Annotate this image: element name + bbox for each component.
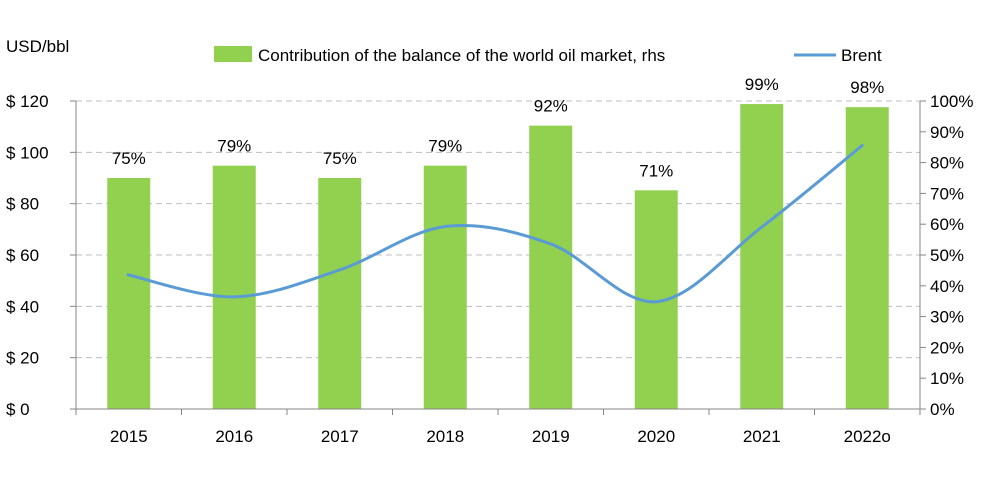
left-axis-unit-label: USD/bbl	[6, 37, 69, 56]
bar-2016	[212, 165, 256, 409]
x-tick-label: 2019	[532, 427, 570, 446]
right-tick-label: 20%	[930, 338, 964, 357]
right-tick-label: 70%	[930, 184, 964, 203]
bar-data-label: 92%	[534, 97, 568, 116]
left-tick-label: $ 120	[6, 92, 49, 111]
legend-line-label: Brent	[841, 46, 882, 65]
x-tick-label: 2020	[637, 427, 675, 446]
right-tick-label: 0%	[930, 400, 955, 419]
right-tick-label: 90%	[930, 123, 964, 142]
x-tick-label: 2022o	[844, 427, 891, 446]
left-tick-label: $ 100	[6, 143, 49, 162]
bar-data-label: 98%	[850, 78, 884, 97]
legend-bar-swatch	[214, 46, 252, 62]
bars	[107, 104, 889, 409]
right-axis-ticks: 0% 10% 20% 30% 40% 50% 60% 70% 80% 90% 100%	[920, 92, 973, 419]
x-axis-ticks: 2015 2016 2017 2018 2019 2020 2021 2022o	[75, 409, 921, 446]
right-tick-label: 30%	[930, 308, 964, 327]
bar-2015	[107, 178, 151, 409]
bar-data-label: 99%	[745, 75, 779, 94]
left-tick-label: $ 0	[6, 400, 30, 419]
bar-2018	[423, 165, 467, 409]
right-tick-label: 60%	[930, 215, 964, 234]
bar-2017	[318, 178, 362, 409]
right-tick-label: 100%	[930, 92, 973, 111]
brent-line	[126, 143, 865, 304]
x-tick-label: 2018	[426, 427, 464, 446]
bar-2022o	[845, 107, 889, 409]
x-tick-label: 2015	[110, 427, 148, 446]
x-tick-label: 2021	[743, 427, 781, 446]
brent-line-path	[126, 143, 865, 304]
right-tick-label: 40%	[930, 277, 964, 296]
x-tick-label: 2017	[321, 427, 359, 446]
left-tick-label: $ 40	[6, 297, 39, 316]
legend-bar-label: Contribution of the balance of the world…	[258, 46, 665, 65]
bar-data-label: 75%	[323, 149, 357, 168]
bar-2019	[529, 125, 573, 409]
bar-2021	[740, 104, 784, 409]
bar-data-labels: 75% 79% 75% 79% 92% 71% 99% 98%	[112, 75, 885, 180]
bar-data-label: 75%	[112, 149, 146, 168]
left-tick-label: $ 60	[6, 246, 39, 265]
bar-data-label: 79%	[428, 137, 462, 156]
legend: Contribution of the balance of the world…	[214, 46, 882, 65]
left-tick-label: $ 80	[6, 195, 39, 214]
x-tick-label: 2016	[215, 427, 253, 446]
bar-data-label: 71%	[639, 161, 673, 180]
right-tick-label: 10%	[930, 369, 964, 388]
left-axis-ticks: $ 0 $ 20 $ 40 $ 60 $ 80 $ 100 $ 120	[6, 92, 76, 419]
left-tick-label: $ 20	[6, 349, 39, 368]
right-tick-label: 80%	[930, 154, 964, 173]
bar-data-label: 79%	[217, 137, 251, 156]
right-tick-label: 50%	[930, 246, 964, 265]
